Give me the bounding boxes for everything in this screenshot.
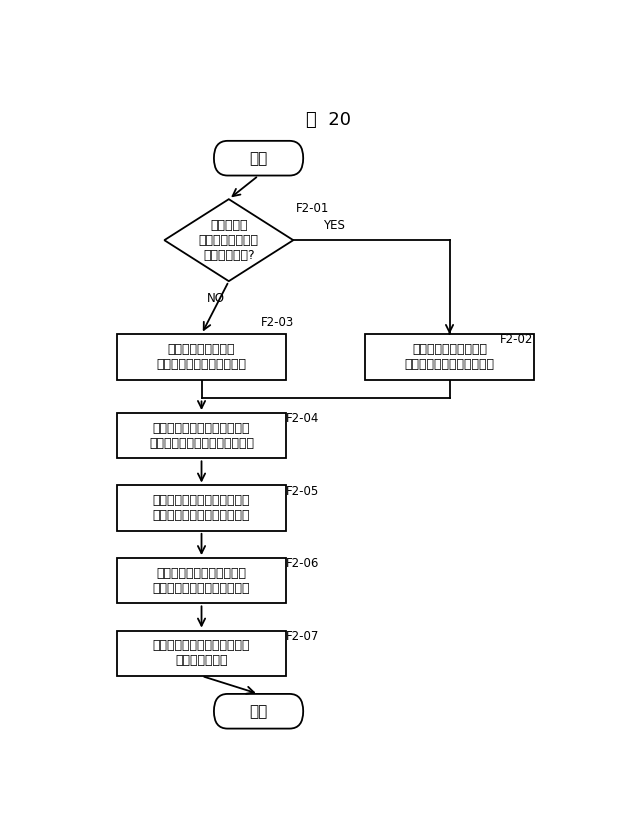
Polygon shape	[164, 199, 293, 281]
Text: シナリオ実行情報のイベント
成否に関する相関分析を実施: シナリオ実行情報のイベント 成否に関する相関分析を実施	[153, 494, 250, 523]
FancyBboxPatch shape	[117, 486, 286, 531]
Text: 抽出したアクションに対する
修正施策を生成: 抽出したアクションに対する 修正施策を生成	[153, 640, 250, 667]
FancyBboxPatch shape	[117, 631, 286, 676]
Text: 類似のシナリオの中で
最も相関の高いものを選択: 類似のシナリオの中で 最も相関の高いものを選択	[404, 343, 495, 371]
Text: 図  20: 図 20	[305, 111, 351, 129]
Text: F2-05: F2-05	[286, 485, 319, 498]
Text: 開始: 開始	[250, 151, 268, 165]
Text: 負値のイベント成否に正の
相関を持つアクションを抽出: 負値のイベント成否に正の 相関を持つアクションを抽出	[153, 567, 250, 595]
Text: 修正対象の
シナリオと類似の
改善例がある?: 修正対象の シナリオと類似の 改善例がある?	[199, 219, 259, 262]
FancyBboxPatch shape	[117, 558, 286, 604]
Text: 終了: 終了	[250, 704, 268, 719]
Text: F2-07: F2-07	[286, 630, 319, 643]
Text: 修正対象の中で最も
相関の高いシナリオを選択: 修正対象の中で最も 相関の高いシナリオを選択	[157, 343, 246, 371]
Text: NO: NO	[207, 292, 225, 305]
Text: F2-04: F2-04	[286, 412, 319, 425]
FancyBboxPatch shape	[214, 141, 303, 175]
FancyBboxPatch shape	[214, 694, 303, 729]
Text: F2-01: F2-01	[296, 201, 329, 215]
Text: YES: YES	[323, 219, 345, 232]
Text: 選択したシナリオのシナリオ
情報とシナリオ実行情報を抽出: 選択したシナリオのシナリオ 情報とシナリオ実行情報を抽出	[149, 422, 254, 450]
Text: F2-03: F2-03	[261, 316, 294, 329]
FancyBboxPatch shape	[117, 334, 286, 379]
Text: F2-06: F2-06	[286, 557, 319, 570]
FancyBboxPatch shape	[365, 334, 534, 379]
FancyBboxPatch shape	[117, 413, 286, 459]
Text: F2-02: F2-02	[500, 333, 534, 346]
